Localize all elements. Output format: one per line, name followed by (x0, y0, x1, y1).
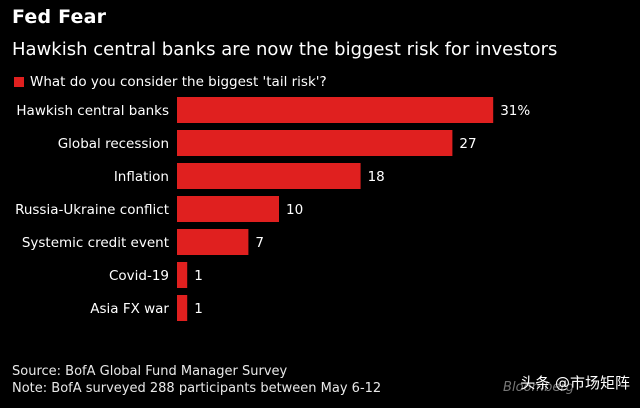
source-watermark: 头条 @市场矩阵 (520, 374, 630, 392)
survey-note: Note: BofA surveyed 288 participants bet… (12, 381, 382, 396)
value-label: 1 (194, 301, 203, 317)
category-label: Covid-19 (109, 268, 169, 284)
value-label: 10 (286, 202, 303, 218)
value-label: 27 (459, 136, 476, 152)
legend: What do you consider the biggest 'tail r… (14, 74, 327, 90)
value-label: 1 (194, 268, 203, 284)
chart-subtitle: Hawkish central banks are now the bigges… (12, 39, 558, 60)
bar-hawkish-central-banks (177, 97, 494, 123)
bar-covid-19 (177, 262, 188, 288)
value-label: 31% (500, 103, 530, 119)
bar-russia-ukraine-conflict (177, 196, 279, 222)
category-label: Systemic credit event (22, 235, 169, 251)
bar-asia-fx-war (177, 295, 188, 321)
category-label: Hawkish central banks (16, 103, 169, 119)
legend-swatch (14, 77, 24, 87)
category-label: Inflation (114, 169, 169, 185)
value-label: 18 (368, 169, 385, 185)
chart-title: Fed Fear (12, 6, 107, 28)
category-label: Russia-Ukraine conflict (15, 202, 169, 218)
category-label: Asia FX war (90, 301, 169, 317)
bar-inflation (177, 163, 361, 189)
value-label: 7 (255, 235, 264, 251)
bar-global-recession (177, 130, 453, 156)
bloomberg-watermark: Bloomberg (503, 380, 574, 395)
source-note: Source: BofA Global Fund Manager Survey (12, 364, 288, 379)
bar-systemic-credit-event (177, 229, 249, 255)
legend-label: What do you consider the biggest 'tail r… (30, 74, 327, 90)
category-label: Global recession (58, 136, 169, 152)
